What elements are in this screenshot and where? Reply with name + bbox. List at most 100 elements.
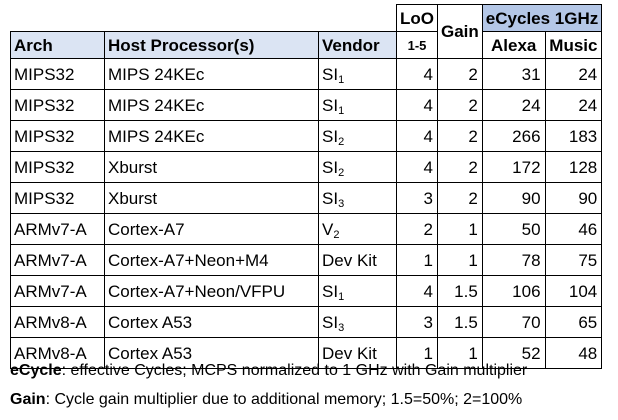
footnote-gain: Gain: Cycle gain multiplier due to addit…	[10, 391, 522, 409]
cell-arch-text: MIPS32	[14, 64, 75, 84]
cell-loo: 4	[396, 58, 438, 90]
cell-music: 128	[544, 151, 603, 183]
cell-alexa: 78	[481, 244, 546, 276]
cell-host-text: MIPS 24KEc	[108, 64, 205, 84]
cell-music-text: 46	[578, 219, 598, 239]
cell-vendor-text: SI	[322, 157, 339, 177]
cell-vendor: SI1	[318, 89, 397, 121]
cell-host: Cortex-A7+Neon/VFPU	[104, 275, 319, 307]
cell-arch: MIPS32	[10, 120, 105, 152]
cell-music: 48	[544, 337, 603, 369]
cell-gain: 2	[437, 120, 483, 152]
cell-vendor-text: SI	[322, 126, 339, 146]
cell-music-text: 65	[578, 312, 598, 332]
vendor-subscript: 1	[338, 73, 345, 86]
cell-host: MIPS 24KEc	[104, 58, 319, 90]
cell-vendor-text: SI	[322, 312, 339, 332]
cell-music-text: 128	[568, 157, 598, 177]
table-row: MIPS32 Xburst SI2 4 2 172 128	[10, 151, 603, 183]
header-gain: Gain	[437, 4, 483, 59]
table-row: ARMv8-A Cortex A53 Dev Kit 1 1 52 48	[10, 337, 603, 369]
cell-host: Xburst	[104, 151, 319, 183]
cell-arch: ARMv8-A	[10, 337, 105, 369]
cell-music-text: 48	[578, 343, 598, 363]
cell-alexa: 172	[481, 151, 546, 183]
cell-arch: ARMv7-A	[10, 275, 105, 307]
footnote-ecycle-def: : effective Cycles; MCPS normalized to 1…	[61, 362, 528, 379]
table-row: ARMv7-A Cortex-A7+Neon+M4 Dev Kit 1 1 78 75	[10, 244, 603, 276]
cell-loo: 1	[396, 337, 438, 369]
cell-vendor: V2	[318, 213, 397, 245]
cell-vendor-text: SI	[322, 64, 339, 84]
processor-table: LoO Gain eCycles 1GHz Arch Host Processo…	[10, 4, 603, 369]
table-row: MIPS32 MIPS 24KEc SI2 4 2 266 183	[10, 120, 603, 152]
cell-host-text: Cortex-A7+Neon+M4	[108, 250, 269, 270]
cell-gain-text: 2	[468, 126, 478, 146]
header-vendor: Vendor	[318, 31, 397, 59]
cell-music: 90	[544, 182, 603, 214]
cell-loo-text: 4	[423, 64, 433, 84]
cell-loo: 4	[396, 151, 438, 183]
cell-arch: MIPS32	[10, 151, 105, 183]
footnote-ecycle-term: eCycle	[10, 362, 62, 379]
cell-alexa-text: 78	[521, 250, 541, 270]
cell-alexa: 31	[481, 58, 546, 90]
cell-music: 75	[544, 244, 603, 276]
cell-alexa: 52	[481, 337, 546, 369]
cell-alexa-text: 106	[512, 281, 541, 301]
footnote-gain-term: Gain	[10, 391, 46, 408]
cell-host-text: Cortex-A7+Neon/VFPU	[108, 281, 286, 301]
cell-alexa: 50	[481, 213, 546, 245]
cell-alexa-text: 52	[521, 343, 541, 363]
cell-gain: 2	[437, 58, 483, 90]
table-row: MIPS32 MIPS 24KEc SI1 4 2 31 24	[10, 58, 603, 90]
cell-gain: 1.5	[437, 275, 483, 307]
cell-vendor-text: V	[322, 219, 334, 239]
header-arch: Arch	[10, 31, 105, 59]
cell-gain-text: 1	[468, 250, 478, 270]
cell-vendor-text: Dev Kit	[322, 250, 377, 270]
cell-music: 65	[544, 306, 603, 338]
cell-gain: 1	[437, 337, 483, 369]
cell-loo: 4	[396, 89, 438, 121]
cell-arch: MIPS32	[10, 182, 105, 214]
cell-alexa: 90	[481, 182, 546, 214]
cell-vendor: SI1	[318, 58, 397, 90]
cell-gain: 2	[437, 182, 483, 214]
cell-arch: ARMv7-A	[10, 213, 105, 245]
header-loo-range: 1-5	[396, 31, 438, 59]
cell-gain-text: 1.5	[454, 281, 478, 301]
cell-alexa-text: 31	[521, 64, 541, 84]
header-row-bottom: Arch Host Processor(s) Vendor 1-5 Alexa …	[10, 31, 603, 59]
cell-loo: 2	[396, 213, 438, 245]
cell-alexa: 266	[481, 120, 546, 152]
cell-gain-text: 2	[468, 64, 478, 84]
cell-loo-text: 4	[423, 95, 433, 115]
cell-gain: 2	[437, 151, 483, 183]
cell-music-text: 24	[578, 95, 598, 115]
cell-music-text: 90	[578, 188, 598, 208]
header-blank-arch	[10, 4, 105, 32]
cell-arch-text: MIPS32	[14, 188, 75, 208]
cell-gain-text: 1	[468, 219, 478, 239]
vendor-subscript: 1	[338, 290, 345, 303]
cell-arch-text: ARMv8-A	[14, 343, 87, 363]
cell-loo-text: 3	[423, 312, 433, 332]
cell-alexa-text: 90	[521, 188, 541, 208]
vendor-subscript: 3	[338, 321, 345, 334]
cell-vendor-text: Dev Kit	[322, 343, 377, 363]
cell-loo: 1	[396, 244, 438, 276]
cell-loo: 3	[396, 306, 438, 338]
cell-arch-text: ARMv8-A	[14, 312, 87, 332]
vendor-subscript: 2	[338, 166, 345, 179]
cell-alexa-text: 50	[521, 219, 541, 239]
footnote-gain-def: : Cycle gain multiplier due to additiona…	[45, 391, 523, 408]
cell-host-text: Cortex A53	[108, 343, 193, 363]
header-row-top: LoO Gain eCycles 1GHz	[10, 4, 603, 59]
cell-host: Xburst	[104, 182, 319, 214]
cell-music: 183	[544, 120, 603, 152]
vendor-subscript: 2	[333, 228, 340, 241]
cell-vendor-text: SI	[322, 188, 339, 208]
cell-music-text: 24	[578, 64, 598, 84]
cell-gain: 1	[437, 244, 483, 276]
